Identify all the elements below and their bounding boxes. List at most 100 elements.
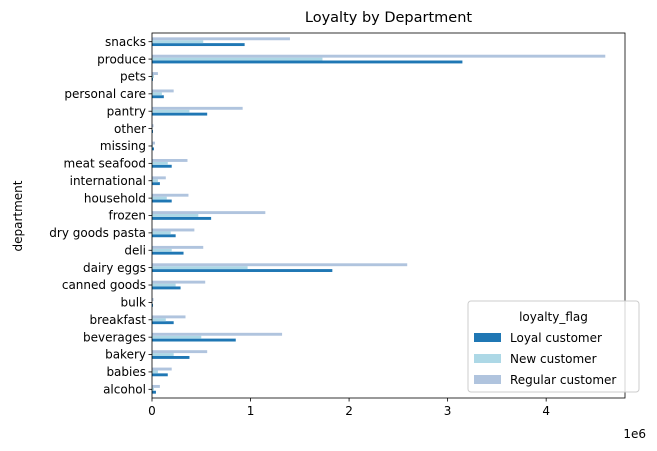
x-tick-label: 3 — [444, 404, 452, 418]
bars-layer — [152, 37, 606, 394]
bar-bakery-loyal-customer — [152, 355, 190, 359]
bar-alcohol-regular-customer — [152, 384, 160, 388]
legend-label-new-customer: New customer — [510, 352, 597, 366]
bar-beverages-regular-customer — [152, 332, 283, 336]
y-tick-label: deli — [124, 243, 146, 257]
bar-alcohol-loyal-customer — [152, 390, 156, 394]
y-tick-label: bakery — [105, 348, 146, 362]
legend-title: loyalty_flag — [519, 310, 588, 324]
y-tick-label: pantry — [107, 104, 146, 118]
y-tick-label: snacks — [105, 35, 146, 49]
bar-babies-new-customer — [152, 370, 158, 374]
bar-bulk-regular-customer — [152, 298, 154, 301]
bar-dairy-eggs-loyal-customer — [152, 269, 333, 272]
legend-label-regular-customer: Regular customer — [510, 373, 616, 387]
chart-title: Loyalty by Department — [305, 10, 473, 26]
x-tick-label: 2 — [345, 404, 353, 418]
bar-breakfast-loyal-customer — [152, 321, 174, 325]
bar-pets-new-customer — [152, 75, 154, 78]
y-tick-label: bulk — [120, 296, 146, 310]
bar-household-regular-customer — [152, 193, 189, 197]
bar-international-loyal-customer — [152, 182, 160, 186]
y-tick-label: other — [114, 122, 146, 136]
y-tick-label: breakfast — [89, 313, 146, 327]
legend-label-loyal-customer: Loyal customer — [510, 331, 602, 345]
bar-personal-care-loyal-customer — [152, 95, 164, 99]
y-tick-label: pets — [120, 70, 146, 84]
bar-produce-new-customer — [152, 57, 323, 61]
y-tick-label: missing — [100, 139, 146, 153]
bar-canned-goods-new-customer — [152, 283, 176, 287]
bar-international-new-customer — [152, 179, 158, 183]
bar-pets-regular-customer — [152, 72, 158, 76]
bar-pantry-new-customer — [152, 109, 190, 113]
y-axis-ticks: alcohol babies bakery beverages breakfast bul… — [49, 35, 152, 397]
bar-missing-loyal-customer — [152, 147, 154, 151]
x-tick-label: 4 — [542, 404, 550, 418]
y-tick-label: beverages — [83, 330, 146, 344]
x-tick-label: 1 — [247, 404, 255, 418]
bar-produce-loyal-customer — [152, 60, 463, 64]
bar-bakery-regular-customer — [152, 350, 208, 354]
bar-missing-regular-customer — [152, 141, 155, 145]
y-axis-label: department — [11, 180, 25, 251]
bar-pantry-regular-customer — [152, 106, 243, 110]
legend: loyalty_flag Loyal customer New customer R… — [467, 300, 640, 393]
bar-household-loyal-customer — [152, 199, 172, 203]
bar-dairy-eggs-regular-customer — [152, 263, 408, 267]
bar-deli-regular-customer — [152, 245, 204, 249]
y-tick-label: alcohol — [103, 383, 146, 397]
bar-snacks-regular-customer — [152, 37, 290, 41]
y-tick-label: canned goods — [62, 278, 146, 292]
y-tick-label: personal care — [64, 87, 146, 101]
bar-meat-seafood-regular-customer — [152, 159, 188, 162]
bar-dry-goods-pasta-new-customer — [152, 231, 171, 235]
bar-deli-loyal-customer — [152, 251, 184, 255]
x-axis-ticks: 0 1 2 3 4 — [148, 398, 550, 418]
bar-beverages-loyal-customer — [152, 338, 236, 342]
y-tick-label: dairy eggs — [83, 261, 146, 275]
bar-bulk-loyal-customer — [152, 303, 153, 307]
bar-alcohol-new-customer — [152, 387, 154, 391]
bar-dry-goods-pasta-loyal-customer — [152, 234, 176, 238]
bar-produce-regular-customer — [152, 54, 606, 58]
x-tick-label: 0 — [148, 404, 156, 418]
legend-items: Loyal customer New customer Regular custom… — [474, 331, 616, 387]
bar-international-regular-customer — [152, 176, 166, 180]
bar-snacks-loyal-customer — [152, 43, 245, 47]
bar-meat-seafood-new-customer — [152, 161, 168, 165]
bar-bakery-new-customer — [152, 353, 174, 356]
bar-household-new-customer — [152, 196, 167, 200]
bar-frozen-new-customer — [152, 214, 199, 217]
plot-frame — [151, 32, 626, 399]
bar-missing-new-customer — [152, 144, 153, 148]
x-axis-offset-label: 1e6 — [623, 427, 646, 441]
bar-frozen-loyal-customer — [152, 216, 212, 220]
legend-swatch-new-customer — [474, 354, 501, 363]
bar-canned-goods-loyal-customer — [152, 286, 181, 290]
bar-personal-care-new-customer — [152, 92, 162, 96]
bar-snacks-new-customer — [152, 40, 204, 44]
bar-breakfast-new-customer — [152, 318, 166, 322]
bar-babies-loyal-customer — [152, 373, 168, 377]
y-tick-label: babies — [106, 365, 146, 379]
bar-babies-regular-customer — [152, 367, 172, 371]
bar-other-regular-customer — [152, 124, 154, 128]
bar-personal-care-regular-customer — [152, 89, 174, 93]
bar-dairy-eggs-new-customer — [152, 266, 248, 270]
bar-meat-seafood-loyal-customer — [152, 164, 172, 168]
bar-pantry-loyal-customer — [152, 112, 208, 116]
bar-breakfast-regular-customer — [152, 315, 186, 319]
bar-deli-new-customer — [152, 248, 172, 252]
y-tick-label: household — [84, 191, 146, 205]
y-tick-label: produce — [97, 52, 146, 66]
legend-swatch-loyal-customer — [474, 333, 501, 342]
y-tick-label: dry goods pasta — [49, 226, 146, 240]
legend-box — [467, 300, 640, 393]
legend-swatch-regular-customer — [474, 375, 501, 384]
bar-dry-goods-pasta-regular-customer — [152, 228, 195, 232]
y-tick-label: frozen — [108, 209, 146, 223]
bar-beverages-new-customer — [152, 335, 202, 339]
bar-canned-goods-regular-customer — [152, 280, 206, 284]
